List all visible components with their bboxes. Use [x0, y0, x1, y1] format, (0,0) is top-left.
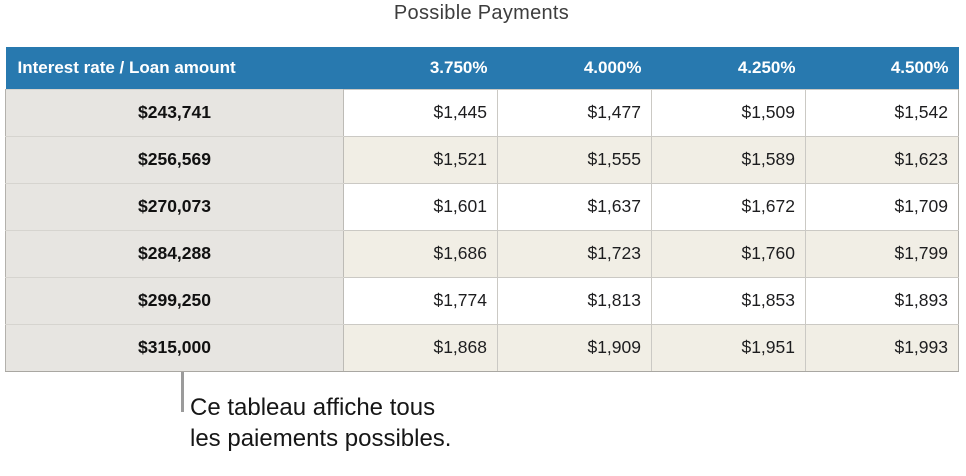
loan-amount-cell: $284,288: [5, 229, 344, 278]
payment-cell: $1,909: [497, 323, 652, 372]
rate-header-cell: 4.250%: [651, 47, 806, 89]
payment-cell: $1,521: [343, 135, 498, 184]
table-title: Possible Payments: [393, 2, 570, 24]
caption-line-2: les paiements possibles.: [190, 425, 452, 452]
payment-cell: $1,813: [497, 276, 652, 325]
loan-amount-cell: $243,741: [5, 88, 344, 137]
callout-caption: Ce tableau affiche tous les paiements po…: [190, 392, 451, 454]
payment-cell: $1,760: [651, 229, 806, 278]
payment-cell: $1,542: [805, 88, 959, 137]
payment-cell: $1,868: [343, 323, 498, 372]
loan-amount-cell: $270,073: [5, 182, 344, 231]
payment-cell: $1,951: [651, 323, 806, 372]
payment-cell: $1,445: [343, 88, 498, 137]
payment-cell: $1,774: [343, 276, 498, 325]
payment-cell: $1,686: [343, 229, 498, 278]
table-row: $284,288 $1,686 $1,723 $1,760 $1,799: [5, 229, 959, 278]
table-row: $256,569 $1,521 $1,555 $1,589 $1,623: [5, 135, 959, 184]
loan-amount-cell: $256,569: [5, 135, 344, 184]
payment-cell: $1,853: [651, 276, 806, 325]
loan-amount-cell: $299,250: [5, 276, 344, 325]
table-row: $315,000 $1,868 $1,909 $1,951 $1,993: [5, 323, 959, 372]
payment-cell: $1,637: [497, 182, 652, 231]
payment-cell: $1,799: [805, 229, 959, 278]
payment-cell: $1,893: [805, 276, 959, 325]
callout-connector-line: [181, 372, 184, 412]
payment-cell: $1,723: [497, 229, 652, 278]
possible-payments-table: Interest rate / Loan amount 3.750% 4.000…: [5, 47, 959, 372]
loan-amount-cell: $315,000: [5, 323, 344, 372]
rate-header-cell: 4.500%: [805, 47, 959, 89]
payment-cell: $1,555: [497, 135, 652, 184]
payment-cell: $1,589: [651, 135, 806, 184]
table-row: $299,250 $1,774 $1,813 $1,853 $1,893: [5, 276, 959, 325]
payment-cell: $1,709: [805, 182, 959, 231]
corner-header-cell: Interest rate / Loan amount: [5, 47, 344, 89]
table-row: $270,073 $1,601 $1,637 $1,672 $1,709: [5, 182, 959, 231]
payment-cell: $1,672: [651, 182, 806, 231]
table-row: $243,741 $1,445 $1,477 $1,509 $1,542: [5, 88, 959, 137]
header-row: Interest rate / Loan amount 3.750% 4.000…: [5, 47, 959, 89]
caption-line-1: Ce tableau affiche tous: [190, 394, 436, 421]
payment-cell: $1,623: [805, 135, 959, 184]
payment-cell: $1,993: [805, 323, 959, 372]
payment-cell: $1,477: [497, 88, 652, 137]
rate-header-cell: 4.000%: [497, 47, 652, 89]
payment-cell: $1,509: [651, 88, 806, 137]
rate-header-cell: 3.750%: [343, 47, 498, 89]
payment-cell: $1,601: [343, 182, 498, 231]
